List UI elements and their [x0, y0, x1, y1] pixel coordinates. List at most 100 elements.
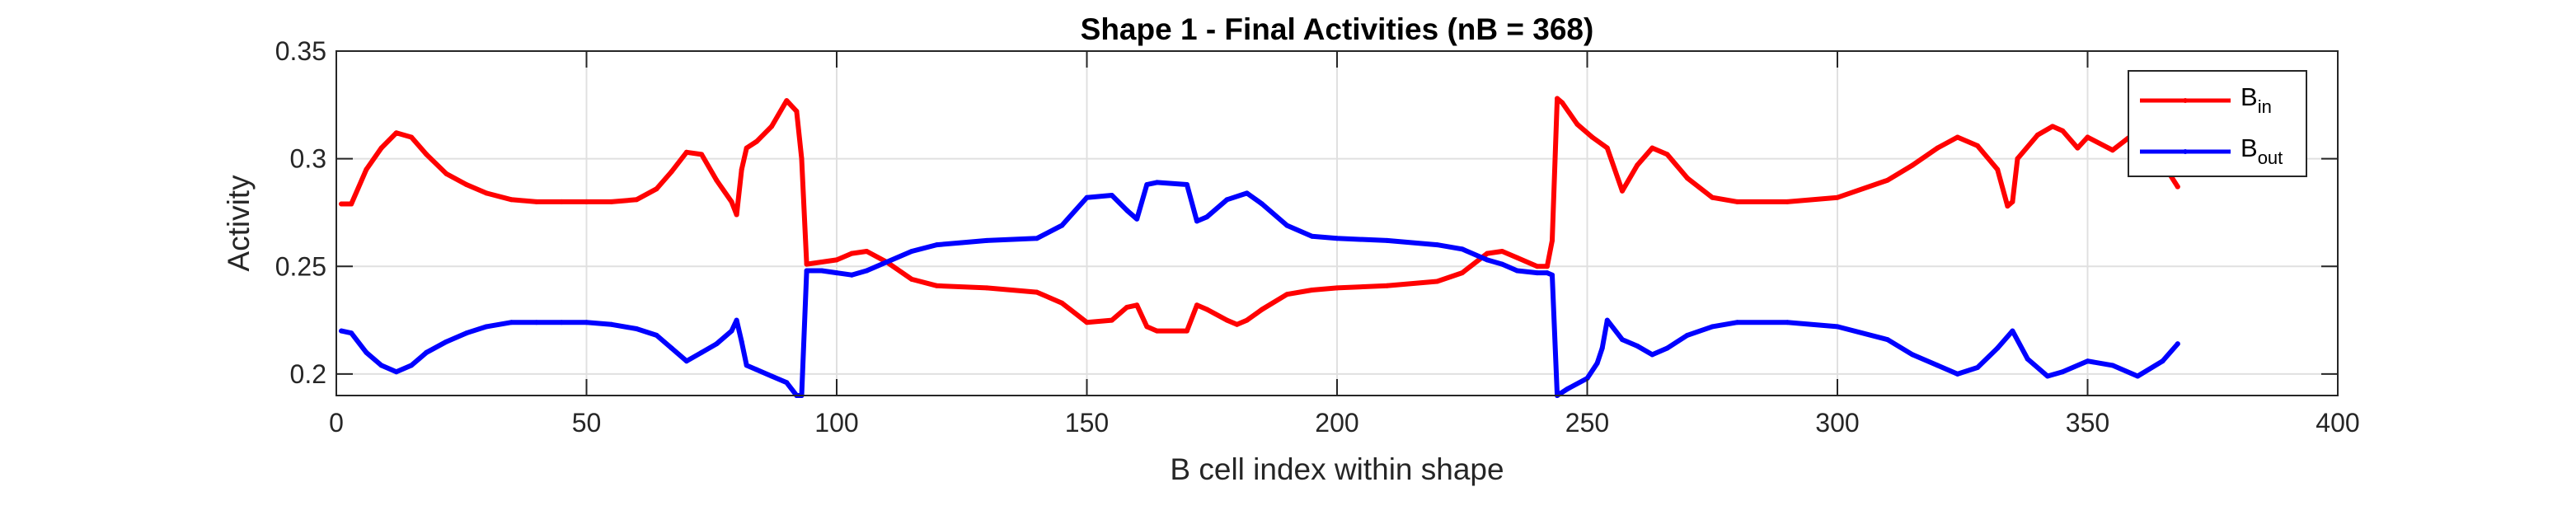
data-point-b-out [1154, 180, 1160, 185]
data-point-b-out [2109, 363, 2115, 368]
data-point-b-out [864, 268, 870, 274]
series-layer [339, 96, 2180, 398]
series-points-b-out [339, 180, 2180, 398]
data-point-b-out [714, 341, 720, 347]
data-point-b-out [1684, 332, 1690, 338]
data-point-b-in [364, 166, 369, 172]
data-point-b-in [984, 285, 990, 291]
data-point-b-out [734, 317, 739, 323]
data-point-b-in [1664, 152, 1670, 157]
series-line-b-out [339, 180, 2180, 398]
legend-label-b-in-sub: in [2258, 96, 2272, 117]
data-point-b-in [608, 199, 614, 204]
data-point-b-in [2060, 128, 2066, 133]
data-point-b-in [1910, 162, 1916, 168]
data-point-b-out [1884, 337, 1890, 343]
data-point-b-out [1995, 345, 2001, 351]
y-tick-label: 0.25 [275, 251, 326, 281]
data-point-b-out [769, 373, 775, 379]
data-point-b-in [1574, 121, 1580, 127]
data-point-b-out [533, 320, 539, 325]
data-point-b-in [1059, 300, 1065, 306]
data-point-b-in [1785, 199, 1790, 204]
data-point-b-in [1284, 292, 1290, 297]
data-point-b-in [339, 201, 345, 207]
data-point-b-in [1604, 145, 1610, 151]
data-point-b-in [2109, 147, 2115, 153]
data-point-b-in [753, 138, 759, 144]
data-point-b-in [739, 166, 744, 172]
data-point-b-in [1134, 302, 1140, 308]
data-point-b-out [1434, 242, 1440, 248]
data-point-b-out [1309, 233, 1315, 239]
data-point-b-out [934, 242, 940, 248]
data-point-b-in [1224, 317, 1230, 323]
data-point-b-in [2175, 184, 2180, 190]
data-point-b-out [744, 363, 749, 368]
data-point-b-out [683, 358, 689, 364]
data-point-b-out [1144, 182, 1150, 187]
data-point-b-out [2175, 341, 2180, 347]
data-point-b-out [584, 320, 589, 325]
data-point-b-out [1034, 236, 1039, 241]
legend-item-b-out: Bout [2140, 133, 2283, 168]
data-point-b-in [1335, 285, 1340, 291]
legend-marker-b-in [2183, 98, 2188, 103]
data-point-b-in [2010, 199, 2015, 204]
data-point-b-in [1204, 307, 1210, 312]
data-point-b-in [834, 257, 839, 263]
data-point-b-out [1084, 194, 1090, 200]
data-point-b-in [669, 169, 674, 175]
y-tick-label: 0.35 [275, 36, 326, 66]
data-point-b-in [463, 182, 469, 187]
data-point-b-out [1124, 208, 1130, 213]
data-point-b-in [1244, 317, 1250, 323]
data-point-b-out [1550, 272, 1555, 278]
data-point-b-in [1154, 328, 1160, 334]
legend-marker-b-out [2183, 149, 2188, 154]
data-point-b-out [2025, 356, 2030, 362]
data-point-b-out [1224, 197, 1230, 203]
data-point-b-out [1260, 201, 1265, 207]
data-point-b-out [409, 363, 415, 368]
data-point-b-out [729, 328, 734, 334]
data-point-b-in [1954, 134, 1960, 140]
data-point-b-out [1109, 193, 1114, 198]
data-point-b-in [1459, 270, 1465, 276]
data-point-b-in [1084, 320, 1090, 325]
series-points-b-in [339, 96, 2180, 334]
data-point-b-in [1649, 145, 1655, 151]
data-point-b-in [393, 130, 399, 136]
data-point-b-out [884, 260, 889, 265]
data-point-b-out [753, 367, 759, 372]
data-point-b-in [784, 98, 790, 104]
data-point-b-out [2085, 358, 2090, 364]
data-point-b-out [1485, 257, 1490, 263]
legend-label-b-out: Bout [2241, 133, 2283, 168]
data-point-b-in [1234, 321, 1240, 327]
y-axis-label: Activity [222, 175, 256, 272]
data-point-b-in [849, 250, 855, 256]
y-tick-label: 0.2 [290, 359, 326, 389]
data-point-b-out [349, 330, 354, 336]
x-tick-label: 50 [572, 408, 602, 438]
data-point-b-in [1684, 176, 1690, 181]
data-point-b-out [1514, 268, 1520, 274]
data-point-b-in [1109, 317, 1114, 323]
legend: Bin Bout [2128, 70, 2307, 177]
data-point-b-out [1459, 246, 1465, 252]
data-point-b-in [1194, 302, 1199, 308]
data-point-b-out [1649, 352, 1655, 358]
data-point-b-out [484, 324, 490, 330]
data-point-b-in [769, 124, 775, 129]
data-point-b-out [378, 363, 384, 368]
data-point-b-out [959, 240, 964, 246]
data-point-b-in [349, 201, 354, 207]
data-point-b-in [584, 199, 589, 204]
data-point-b-in [484, 190, 490, 196]
data-point-b-in [683, 149, 689, 155]
data-point-b-in [1884, 177, 1890, 183]
x-tick-label: 300 [1815, 408, 1859, 438]
data-point-b-out [669, 345, 674, 351]
data-point-b-out [1975, 365, 1980, 370]
